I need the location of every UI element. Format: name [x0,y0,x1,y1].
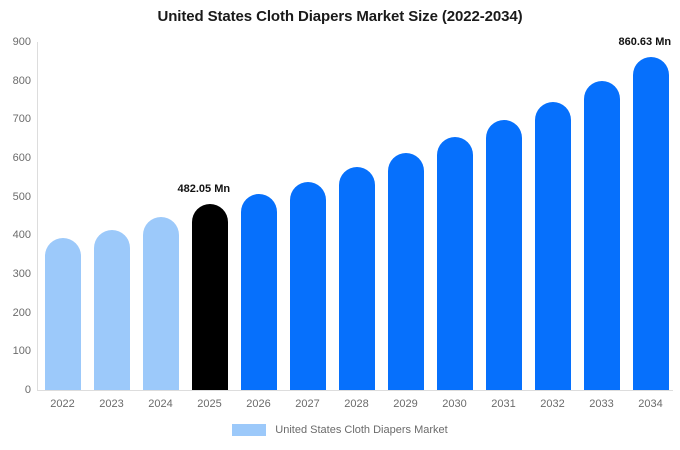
bar-2024[interactable] [142,217,179,390]
y-axis-tick-label: 100 [12,345,31,358]
x-axis-line [37,390,673,391]
x-axis-tick-label: 2028 [344,398,369,410]
data-label-2025: 482.05 Mn [177,182,231,195]
bar-2027[interactable] [289,182,326,390]
x-axis-tick-label: 2023 [99,398,124,410]
plot-area: 0 100 200 300 400 500 600 700 800 900 2022 2023 202… [12,36,673,410]
y-axis-tick-label: 0 [24,384,31,396]
y-axis-tick-label: 500 [12,190,31,203]
y-axis-tick-label: 400 [12,229,31,242]
x-axis-tick-label: 2029 [393,398,418,410]
x-axis-tick-label: 2034 [638,398,663,410]
legend-item-label: United States Cloth Diapers Market [275,424,448,436]
x-axis-tick-label: 2024 [148,398,173,410]
x-axis-tick-label: 2022 [50,398,75,410]
bar-2033[interactable] [583,80,620,390]
y-axis-tick-label: 700 [12,113,31,126]
bar-2034[interactable] [632,57,669,390]
y-axis-tick-label: 600 [12,152,31,164]
page-title: United States Cloth Diapers Market Size … [157,8,523,25]
bar-2030[interactable] [436,136,473,390]
y-axis-line [37,42,38,390]
bar-2026[interactable] [240,193,277,390]
bar-2031[interactable] [485,120,522,390]
x-axis-tick-label: 2033 [589,398,614,410]
x-axis-tick-label: 2030 [442,398,467,410]
bar-2025[interactable] [191,203,228,390]
x-axis-tick-label: 2025 [197,398,222,410]
y-axis-tick-label: 900 [12,36,31,48]
y-axis-tick-label: 300 [12,268,31,280]
bar-2028[interactable] [338,166,375,390]
legend-swatch-icon [232,424,267,436]
x-axis-tick-label: 2026 [246,398,271,410]
data-label-2034: 860.63 Mn [618,36,672,49]
bar-2029[interactable] [387,152,424,390]
y-axis-tick-label: 200 [12,306,31,319]
x-axis-tick-label: 2031 [491,398,516,410]
bar-2022[interactable] [44,237,81,390]
bar-2023[interactable] [93,229,130,390]
bar-2032[interactable] [534,101,571,390]
x-axis-tick-label: 2032 [540,398,565,410]
chart-legend: United States Cloth Diapers Market [0,424,680,436]
y-axis-tick-label: 800 [12,74,31,87]
x-axis-tick-label: 2027 [295,398,320,410]
